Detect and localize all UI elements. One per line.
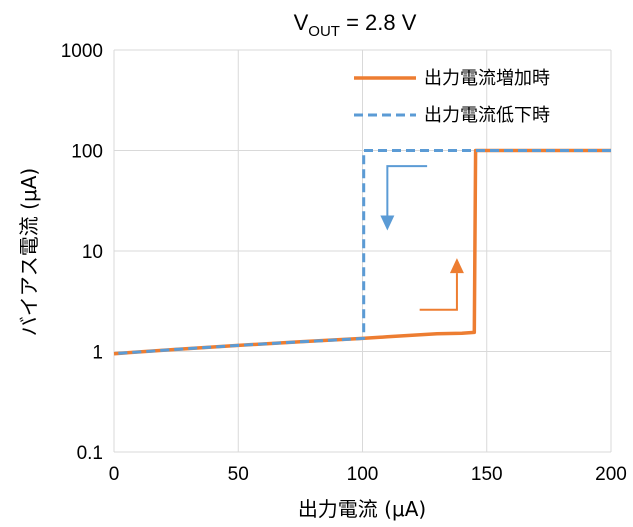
x-axis-title: 出力電流 (μA): [298, 497, 426, 521]
x-tick-label: 200: [595, 464, 627, 485]
annotation-arrow-head-2: [449, 258, 464, 274]
annotation-arrow-head-1: [380, 215, 395, 231]
axes-layer: 0 50 100 150 200 0.1 1 10 100 1000: [61, 41, 627, 485]
x-tick-label: 50: [228, 464, 249, 485]
annotation-arrow-line-1: [386, 165, 428, 216]
series-line-2: [113, 149, 611, 356]
x-tick-label: 100: [347, 464, 379, 485]
annotations-layer: [380, 165, 464, 311]
series-layer: [113, 148, 611, 356]
y-tick-label: 0.1: [77, 443, 103, 464]
y-tick-label: 100: [71, 142, 103, 163]
annotation-arrow-line-2: [419, 273, 458, 311]
y-tick-label: 1: [92, 343, 103, 364]
y-tick-label: 10: [82, 242, 103, 263]
y-tick-label: 1000: [61, 41, 103, 62]
x-tick-label: 150: [471, 464, 503, 485]
x-tick-label: 0: [109, 464, 120, 485]
legend-label-2: 出力電流低下時: [424, 105, 550, 126]
chart-title-subscript: OUT: [308, 23, 340, 40]
chart-title: VOUT = 2.8 V: [294, 10, 417, 40]
legend-label-1: 出力電流増加時: [424, 68, 550, 89]
y-axis-title: バイアス電流 (μA): [17, 168, 41, 336]
